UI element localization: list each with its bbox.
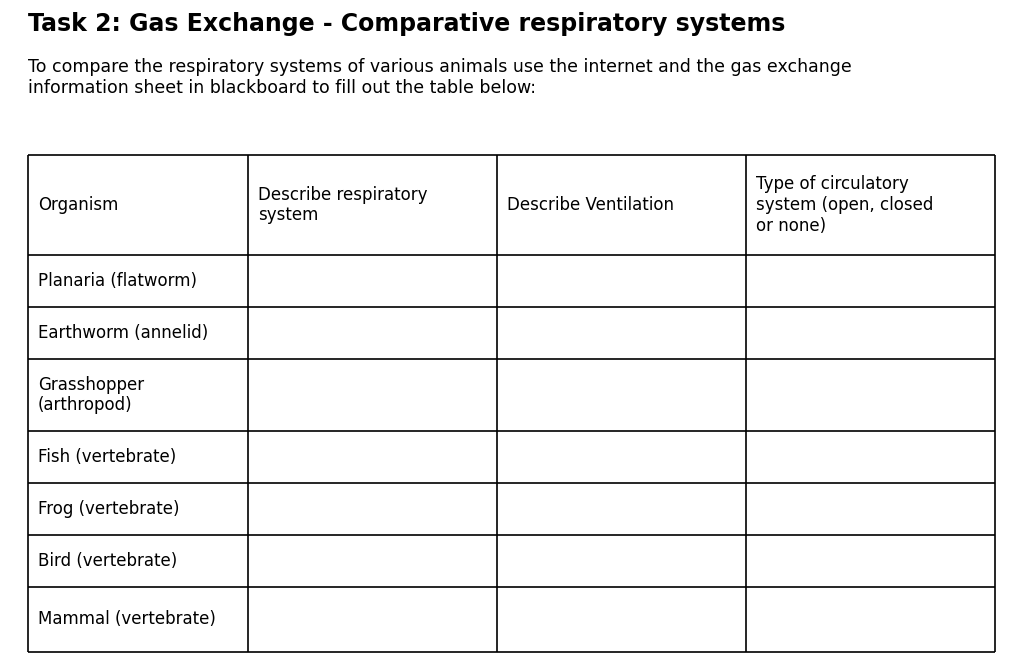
Text: Organism: Organism [38, 196, 119, 214]
Text: Bird (vertebrate): Bird (vertebrate) [38, 552, 177, 570]
Text: Describe respiratory
system: Describe respiratory system [258, 185, 428, 225]
Text: Fish (vertebrate): Fish (vertebrate) [38, 448, 176, 466]
Text: To compare the respiratory systems of various animals use the internet and the g: To compare the respiratory systems of va… [28, 58, 852, 97]
Text: Task 2: Gas Exchange - Comparative respiratory systems: Task 2: Gas Exchange - Comparative respi… [28, 12, 785, 36]
Text: Type of circulatory
system (open, closed
or none): Type of circulatory system (open, closed… [756, 175, 933, 234]
Text: Grasshopper
(arthropod): Grasshopper (arthropod) [38, 375, 144, 415]
Text: Describe Ventilation: Describe Ventilation [507, 196, 674, 214]
Text: Frog (vertebrate): Frog (vertebrate) [38, 500, 179, 518]
Text: Planaria (flatworm): Planaria (flatworm) [38, 272, 197, 290]
Text: Earthworm (annelid): Earthworm (annelid) [38, 324, 208, 342]
Text: Mammal (vertebrate): Mammal (vertebrate) [38, 610, 216, 629]
